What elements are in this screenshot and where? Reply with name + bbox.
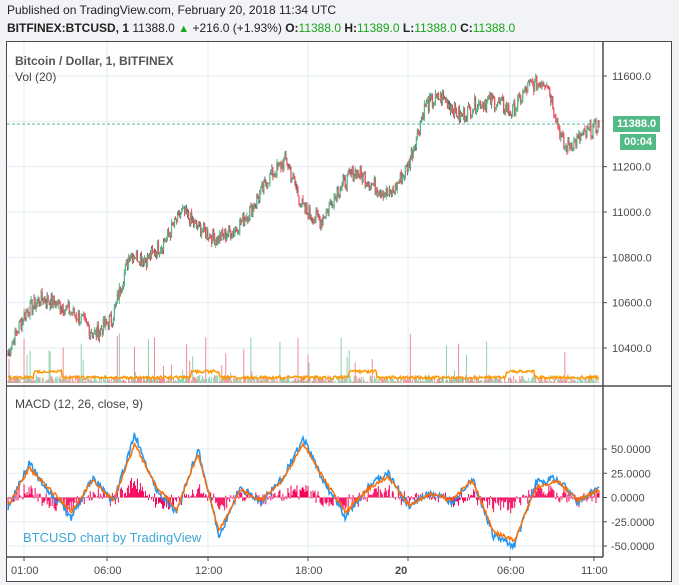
svg-text:50.0000: 50.0000 (611, 444, 651, 456)
svg-text:18:00: 18:00 (295, 565, 323, 577)
svg-text:12:00: 12:00 (195, 565, 223, 577)
svg-text:11:00: 11:00 (581, 565, 608, 577)
macd-legend: MACD (12, 26, close, 9) (15, 397, 144, 411)
svg-text:10800.0: 10800.0 (612, 252, 652, 264)
svg-text:10600.0: 10600.0 (612, 298, 652, 310)
low-label: L: (402, 21, 415, 35)
symbol-name: BITFINEX:BTCUSD, 1 (7, 21, 130, 35)
close-label: C: (460, 21, 473, 35)
high-value: 11389.0 (357, 21, 400, 35)
symbol-ohlc-line: BITFINEX:BTCUSD, 1 11388.0 ▲ +216.0 (+1.… (7, 21, 515, 35)
high-label: H: (344, 21, 358, 35)
volume-legend: Vol (20) (15, 70, 57, 84)
last-price-badge: 11388.0 (613, 116, 661, 132)
close-value: 11388.0 (472, 21, 516, 35)
svg-text:06:00: 06:00 (497, 565, 525, 577)
tradingview-watermark[interactable]: BTCUSD chart by TradingView (23, 530, 202, 545)
svg-text:11600.0: 11600.0 (612, 71, 651, 83)
main-pane-title: Bitcoin / Dollar, 1, BITFINEX (15, 54, 174, 68)
svg-text:06:00: 06:00 (94, 565, 122, 577)
open-label: O: (285, 21, 299, 35)
svg-text:25.0000: 25.0000 (611, 468, 651, 480)
countdown-badge: 00:04 (620, 134, 657, 150)
published-caption: Published on TradingView.com, February 2… (7, 3, 337, 17)
last-price: 11388.0 (132, 21, 175, 35)
svg-text:11000.0: 11000.0 (612, 207, 651, 219)
price-change: +216.0 (+1.93%) (192, 21, 282, 35)
svg-text:01:00: 01:00 (11, 565, 39, 577)
open-value: 11388.0 (298, 21, 342, 35)
svg-text:20: 20 (395, 565, 407, 577)
svg-text:11200.0: 11200.0 (612, 162, 651, 174)
low-value: 11388.0 (414, 21, 457, 35)
svg-text:10400.0: 10400.0 (612, 343, 652, 355)
svg-text:-50.0000: -50.0000 (611, 541, 654, 553)
svg-text:0.0000: 0.0000 (611, 493, 645, 505)
up-arrow-icon: ▲ (178, 23, 190, 35)
svg-text:-25.0000: -25.0000 (611, 517, 654, 529)
